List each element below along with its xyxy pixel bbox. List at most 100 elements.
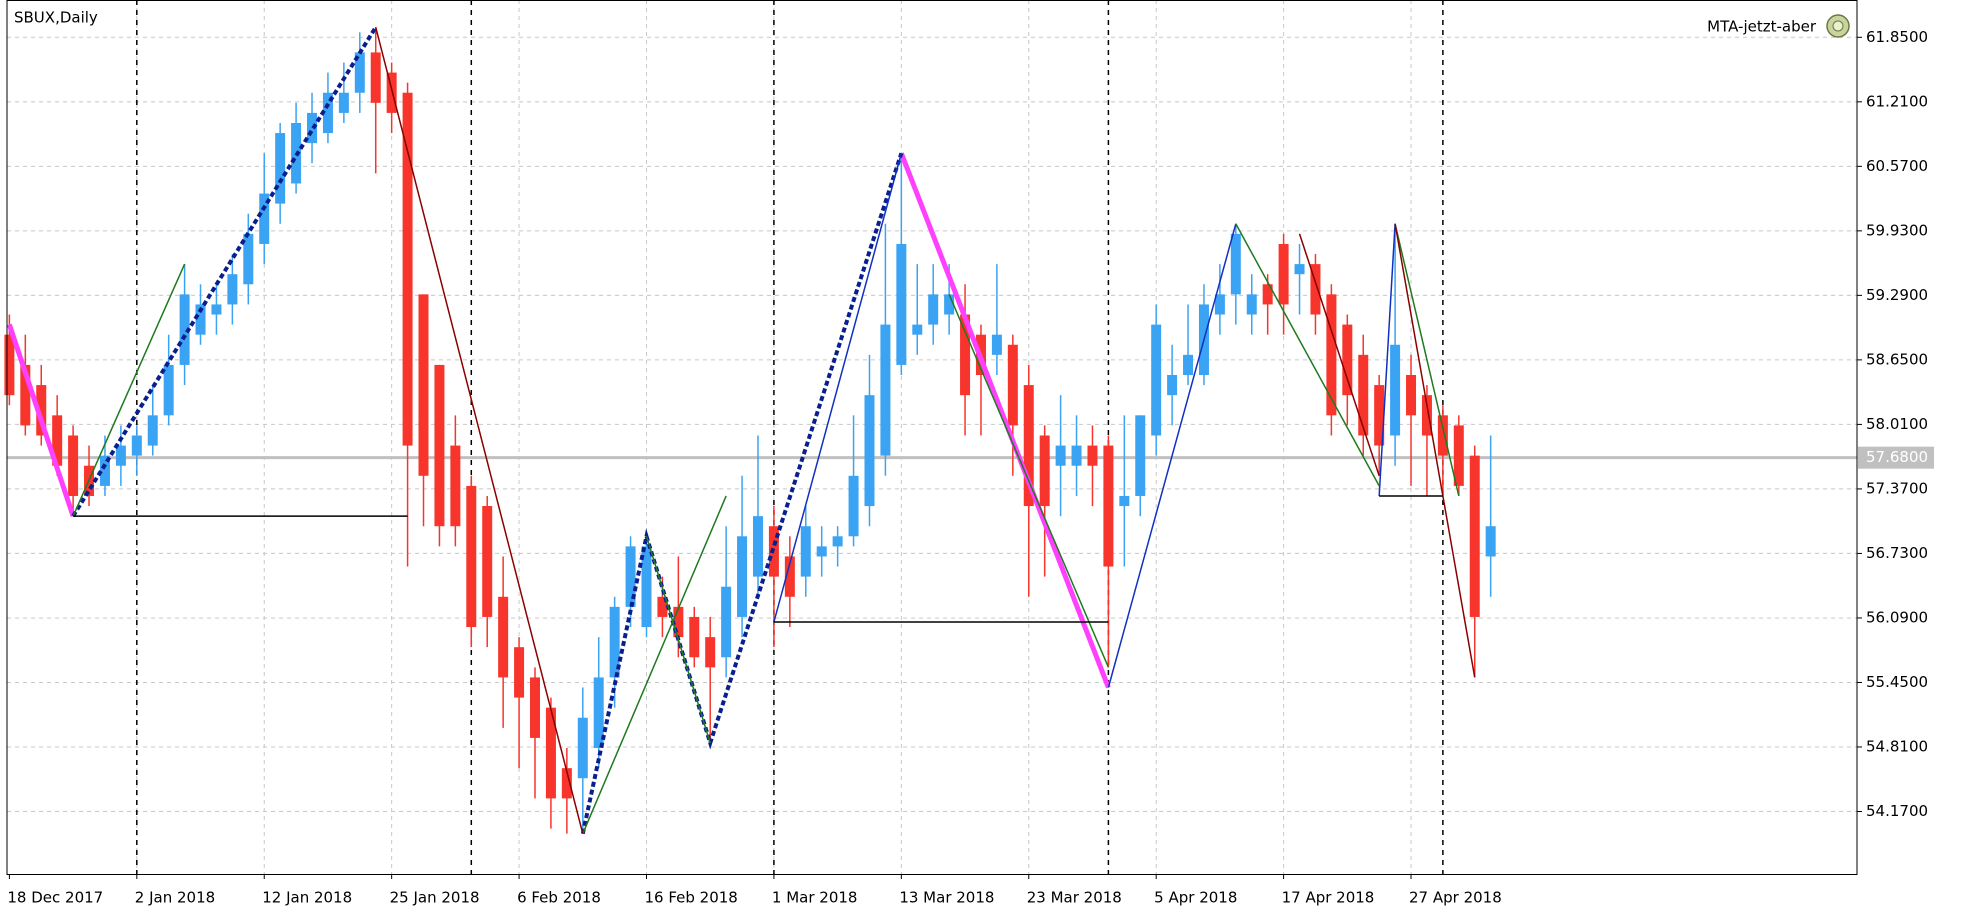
candle-body: [20, 364, 31, 426]
candle-body: [1214, 294, 1225, 315]
candle-body: [434, 364, 445, 527]
candle-body: [1278, 243, 1289, 305]
candle-body: [52, 415, 63, 466]
zigzag-line: [645, 536, 711, 744]
y-tick-label: 56.7300: [1866, 544, 1928, 562]
y-tick-label: 54.1700: [1866, 802, 1928, 820]
candle-body: [4, 334, 15, 396]
zigzag-line: [1298, 233, 1380, 477]
x-tick-label: 12 Jan 2018: [262, 889, 352, 907]
zigzag-line: [582, 495, 727, 834]
candle-body: [1437, 415, 1448, 456]
y-tick-label: 55.4500: [1866, 673, 1928, 691]
candle-body: [466, 485, 477, 628]
indicator-icon: [1826, 14, 1850, 38]
candle-body: [418, 294, 429, 476]
candle-body: [1103, 445, 1114, 567]
candle-body: [1151, 324, 1162, 436]
candle-body: [784, 556, 795, 597]
candle-body: [354, 52, 365, 93]
candle-body: [402, 92, 413, 446]
candle-body: [1326, 294, 1337, 416]
y-tick-label: 58.6500: [1866, 350, 1928, 368]
candle-body: [577, 717, 588, 779]
zigzag-line: [72, 263, 186, 517]
candle-body: [1310, 264, 1321, 315]
candle-body: [928, 294, 939, 325]
candle-body: [482, 506, 493, 617]
candle-body: [530, 677, 541, 738]
candle-body: [1167, 375, 1178, 396]
zigzag-line: [1394, 223, 1476, 678]
candle-body: [211, 304, 222, 315]
x-tick-label: 5 Apr 2018: [1154, 889, 1237, 907]
candle-body: [1135, 415, 1146, 496]
candle-body: [227, 274, 238, 305]
candle-body: [1246, 294, 1257, 315]
y-tick-label: 58.0100: [1866, 415, 1928, 433]
candle-body: [864, 395, 875, 507]
candle-body: [960, 314, 971, 396]
candle-body: [1023, 385, 1034, 507]
candle-body: [322, 92, 333, 134]
candle-body: [1342, 324, 1353, 396]
candle-body: [131, 435, 142, 456]
candle-body: [1406, 375, 1417, 416]
candle-body: [147, 415, 158, 446]
candle-body: [545, 707, 556, 799]
current-price-label: 57.6800: [1866, 448, 1928, 466]
candle-body: [275, 133, 286, 204]
indicator-name: MTA-jetzt-aber: [1707, 18, 1817, 36]
candle-body: [179, 294, 190, 365]
x-tick-label: 16 Feb 2018: [644, 889, 737, 907]
candle-body: [721, 586, 732, 658]
candle-body: [991, 334, 1002, 355]
x-tick-label: 6 Feb 2018: [517, 889, 601, 907]
candle-body: [259, 193, 270, 244]
candle-body: [450, 445, 461, 527]
candle-body: [561, 768, 572, 799]
candle-body: [36, 385, 47, 436]
y-tick-label: 54.8100: [1866, 737, 1928, 755]
zigzag-line: [374, 27, 584, 834]
x-tick-label: 18 Dec 2017: [7, 889, 103, 907]
x-tick-label: 17 Apr 2018: [1282, 889, 1375, 907]
candle-body: [848, 475, 859, 537]
candle-body: [609, 606, 620, 678]
candle-body: [163, 364, 174, 416]
candle-body: [514, 647, 525, 698]
y-tick-label: 60.5700: [1866, 157, 1928, 175]
zigzag-line: [1107, 223, 1237, 688]
candle-body: [1469, 455, 1480, 617]
axes: 61.8500 61.2100 60.5700 59.9300 59.2900 58.65…: [7, 28, 1934, 907]
zigzag-line: [1235, 223, 1380, 487]
x-tick-label: 2 Jan 2018: [135, 889, 215, 907]
candle-body: [370, 52, 381, 103]
candle-body: [593, 677, 604, 748]
candle-body: [944, 294, 955, 315]
candle-body: [1119, 495, 1130, 507]
y-tick-label: 61.8500: [1866, 28, 1928, 46]
candle-body: [816, 546, 827, 557]
candle-body: [1071, 445, 1082, 466]
candle-body: [1039, 435, 1050, 507]
candle-body: [737, 536, 748, 617]
y-tick-label: 57.3700: [1866, 479, 1928, 497]
zigzag-line: [948, 294, 1110, 668]
candle-body: [68, 435, 79, 496]
candle-body: [1358, 354, 1369, 436]
candle-body: [705, 637, 716, 668]
candle-body: [1453, 425, 1464, 486]
zigzag-line: [1378, 223, 1396, 497]
candle-body: [1390, 344, 1401, 436]
candle-body: [1055, 445, 1066, 466]
candle-body: [243, 233, 254, 285]
x-tick-label: 1 Mar 2018: [772, 889, 858, 907]
candle-body: [880, 324, 891, 456]
x-tick-label: 27 Apr 2018: [1409, 889, 1502, 907]
candle-body: [912, 324, 923, 335]
candle-body: [800, 526, 811, 577]
candle-body: [689, 616, 700, 658]
